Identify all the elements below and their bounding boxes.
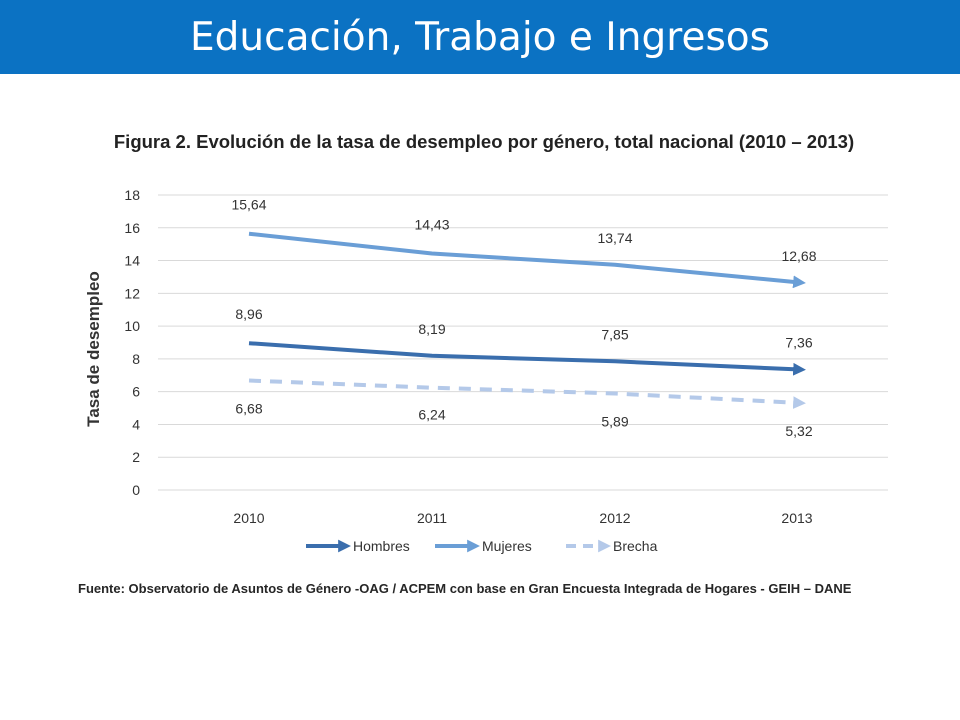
source-note: Fuente: Observatorio de Asuntos de Géner… bbox=[78, 581, 852, 596]
y-tick-label: 10 bbox=[124, 318, 140, 334]
y-tick-label: 2 bbox=[132, 449, 140, 465]
series bbox=[248, 231, 806, 409]
chart-title: Figura 2. Evolución de la tasa de desemp… bbox=[114, 131, 854, 152]
series-line-hombres bbox=[248, 341, 806, 376]
y-tick-label: 16 bbox=[124, 220, 140, 236]
data-label: 12,68 bbox=[781, 248, 816, 264]
x-tick-label: 2013 bbox=[781, 510, 812, 526]
data-label: 6,24 bbox=[418, 407, 445, 423]
data-label: 7,36 bbox=[785, 334, 812, 350]
legend: Hombres Mujeres Brecha bbox=[306, 538, 658, 554]
slide-title: Educación, Trabajo e Ingresos bbox=[190, 15, 770, 60]
data-label: 14,43 bbox=[414, 217, 449, 233]
series-line-mujeres bbox=[248, 231, 806, 289]
data-label: 5,89 bbox=[601, 413, 628, 429]
legend-label-brecha: Brecha bbox=[613, 538, 658, 554]
y-tick-label: 8 bbox=[132, 351, 140, 367]
y-axis-ticks: 0 2 4 6 8 10 12 14 16 18 bbox=[124, 187, 140, 498]
data-labels: 8,96 8,19 7,85 7,36 15,64 14,43 13,74 12,68 6,68… bbox=[231, 197, 816, 439]
data-label: 8,19 bbox=[418, 321, 445, 337]
x-axis-ticks: 2010 2011 2012 2013 bbox=[233, 510, 812, 526]
header-bar bbox=[0, 0, 960, 74]
y-tick-label: 18 bbox=[124, 187, 140, 203]
y-axis-label: Tasa de desempleo bbox=[84, 271, 103, 427]
x-tick-label: 2011 bbox=[417, 510, 447, 526]
data-label: 13,74 bbox=[597, 230, 632, 246]
data-label: 7,85 bbox=[601, 326, 628, 342]
x-tick-label: 2010 bbox=[233, 510, 264, 526]
legend-label-mujeres: Mujeres bbox=[482, 538, 532, 554]
y-tick-label: 0 bbox=[132, 482, 140, 498]
data-label: 8,96 bbox=[235, 306, 262, 322]
series-line-brecha bbox=[248, 378, 806, 409]
legend-label-hombres: Hombres bbox=[353, 538, 410, 554]
data-label: 15,64 bbox=[231, 197, 266, 213]
y-tick-label: 6 bbox=[132, 384, 140, 400]
y-tick-label: 14 bbox=[124, 253, 140, 269]
y-tick-label: 4 bbox=[132, 416, 140, 432]
x-tick-label: 2012 bbox=[599, 510, 630, 526]
y-tick-label: 12 bbox=[124, 285, 140, 301]
data-label: 5,32 bbox=[785, 423, 812, 439]
data-label: 6,68 bbox=[235, 401, 262, 417]
